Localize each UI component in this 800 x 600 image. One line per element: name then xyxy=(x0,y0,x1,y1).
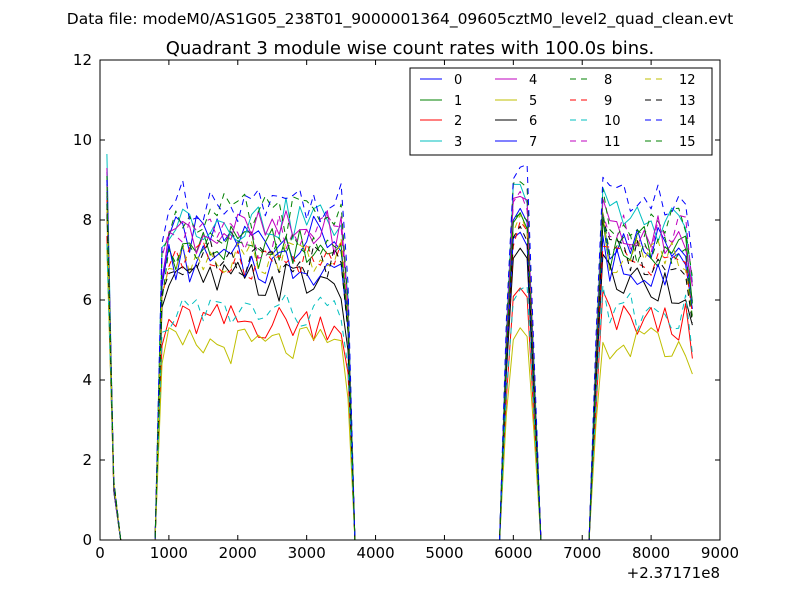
legend-label-10: 10 xyxy=(604,114,621,129)
legend-label-14: 14 xyxy=(679,114,696,129)
y-tick-label: 6 xyxy=(82,291,92,309)
legend-label-3: 3 xyxy=(454,135,462,150)
y-tick-label: 2 xyxy=(82,451,92,469)
x-tick-label: 8000 xyxy=(632,544,670,562)
x-tick-label: 7000 xyxy=(563,544,601,562)
legend-label-7: 7 xyxy=(529,135,537,150)
y-tick-label: 8 xyxy=(82,211,92,229)
legend-label-5: 5 xyxy=(529,94,537,109)
x-tick-label: 6000 xyxy=(494,544,532,562)
legend-label-13: 13 xyxy=(679,94,696,109)
legend-label-1: 1 xyxy=(454,94,462,109)
x-offset-label: +2.37171e8 xyxy=(627,564,720,582)
legend-label-4: 4 xyxy=(529,73,537,88)
y-tick-label: 12 xyxy=(73,51,92,69)
y-tick-label: 0 xyxy=(82,531,92,549)
legend-label-2: 2 xyxy=(454,114,462,129)
x-tick-label: 1000 xyxy=(150,544,188,562)
y-tick-label: 4 xyxy=(82,371,92,389)
x-tick-label: 4000 xyxy=(356,544,394,562)
x-tick-label: 5000 xyxy=(425,544,463,562)
x-tick-label: 3000 xyxy=(288,544,326,562)
x-tick-label: 9000 xyxy=(701,544,739,562)
legend-label-9: 9 xyxy=(604,94,612,109)
legend-label-6: 6 xyxy=(529,114,537,129)
y-tick-label: 10 xyxy=(73,131,92,149)
axis-ticks: 0 1000 2000 3000 4000 5000 6000 7000 8000 9000 0 2 4… xyxy=(73,51,739,562)
chart-title: Quadrant 3 module wise count rates with … xyxy=(166,38,655,59)
suptitle: Data file: modeM0/AS1G05_238T01_90000013… xyxy=(67,10,733,29)
x-tick-label: 0 xyxy=(95,544,105,562)
legend-label-12: 12 xyxy=(679,73,696,88)
legend-box xyxy=(409,67,713,156)
legend-label-0: 0 xyxy=(454,73,462,88)
legend-label-11: 11 xyxy=(604,135,621,150)
x-tick-label: 2000 xyxy=(219,544,257,562)
legend-label-15: 15 xyxy=(679,135,696,150)
legend-label-8: 8 xyxy=(604,73,612,88)
